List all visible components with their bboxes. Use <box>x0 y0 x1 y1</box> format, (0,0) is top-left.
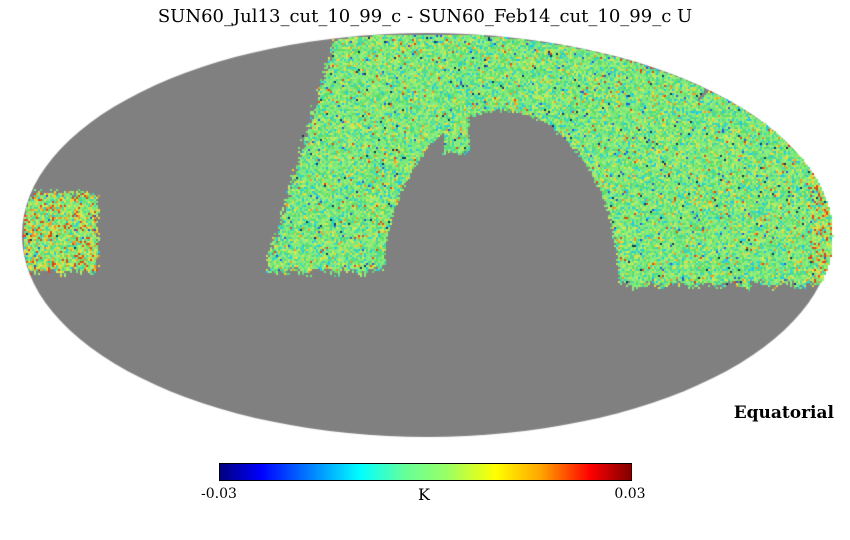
coordinate-system-label: Equatorial <box>733 403 834 423</box>
mollweide-projection-canvas <box>0 0 850 460</box>
colorbar <box>219 463 632 481</box>
colorbar-min-label: -0.03 <box>201 486 237 502</box>
colorbar-max-label: 0.03 <box>614 486 646 502</box>
colorbar-unit-label: K <box>418 485 430 504</box>
